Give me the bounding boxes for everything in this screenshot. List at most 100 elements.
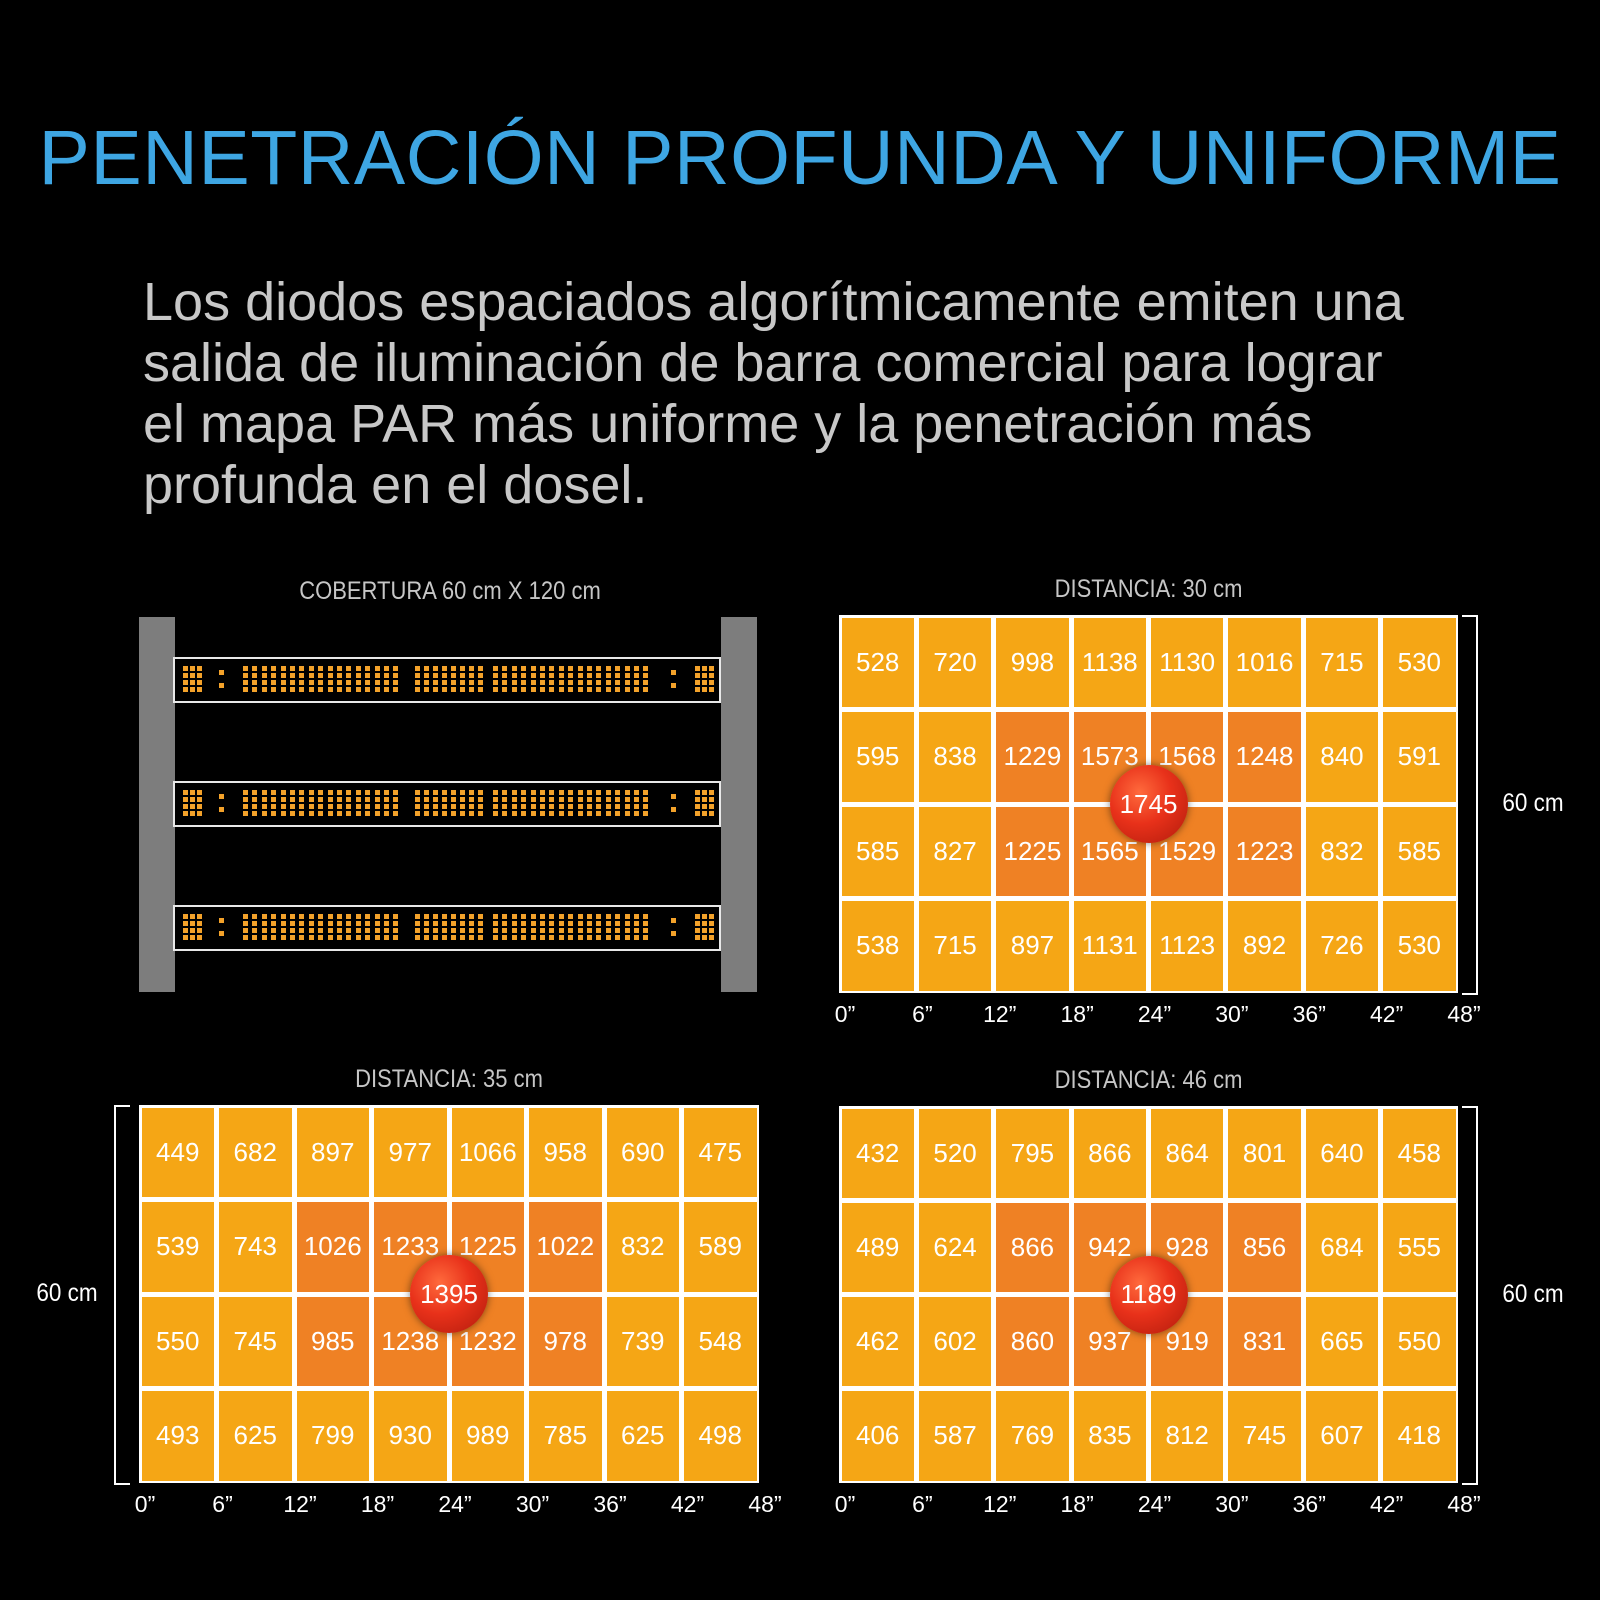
led-dot <box>634 666 639 671</box>
led-dot <box>568 921 574 926</box>
led-dot <box>577 921 583 926</box>
heatmap-cell: 625 <box>606 1391 679 1481</box>
led-dot <box>442 804 447 809</box>
led-dot <box>424 914 429 919</box>
led-dot <box>415 673 420 678</box>
led-dot <box>280 797 286 802</box>
led-dot <box>365 914 371 919</box>
led-dot <box>308 797 314 802</box>
heatmap-cell: 1138 <box>1073 617 1146 707</box>
led-dot <box>415 804 420 809</box>
led-dot <box>671 931 676 936</box>
led-dot <box>502 921 508 926</box>
led-dot <box>252 935 258 940</box>
heatmap-cell: 624 <box>918 1202 992 1292</box>
x-tick-label: 6” <box>912 1491 933 1517</box>
led-dot <box>460 804 465 809</box>
led-dot <box>337 935 342 940</box>
led-dot <box>252 673 258 678</box>
led-dot <box>337 666 342 671</box>
dimension-label: 60 cm <box>1502 1279 1564 1308</box>
led-dot <box>197 797 202 802</box>
led-dot <box>469 811 474 816</box>
led-dot <box>190 673 195 678</box>
led-dot <box>355 804 361 809</box>
led-dot <box>280 680 286 685</box>
heatmap-cell: 840 <box>1305 712 1379 802</box>
led-dot <box>299 935 305 940</box>
led-dot <box>587 928 592 933</box>
led-dot <box>695 811 700 816</box>
led-dot <box>424 935 429 940</box>
led-dot <box>299 914 305 919</box>
heatmap-cell: 799 <box>296 1391 369 1481</box>
led-dot <box>558 790 564 795</box>
x-tick-label: 6” <box>912 1001 933 1027</box>
heatmap-cell: 607 <box>1305 1391 1379 1481</box>
heatmap-cell: 835 <box>1073 1391 1146 1481</box>
led-dot <box>252 811 258 816</box>
heatmap-cell: 550 <box>141 1296 214 1386</box>
led-dot <box>271 914 277 919</box>
led-dot <box>605 935 611 940</box>
heatmap-cell: 665 <box>1305 1297 1379 1387</box>
led-dot <box>577 666 583 671</box>
led-dot <box>596 673 602 678</box>
led-dot <box>424 797 429 802</box>
heatmap-cell: 585 <box>841 806 914 896</box>
led-dot <box>493 804 498 809</box>
led-dot <box>384 928 389 933</box>
led-dot <box>709 666 714 671</box>
heatmap-cell: 625 <box>219 1391 292 1481</box>
led-dot <box>615 797 621 802</box>
led-dot <box>469 666 474 671</box>
led-dot <box>460 921 465 926</box>
led-dot <box>415 928 420 933</box>
led-dot <box>290 935 295 940</box>
led-dot <box>549 687 555 692</box>
heatmap-cell: 958 <box>529 1107 602 1197</box>
led-dot <box>511 928 517 933</box>
led-dot <box>521 797 527 802</box>
led-dot <box>308 666 314 671</box>
led-dot <box>451 935 456 940</box>
led-dot <box>271 797 277 802</box>
led-dot <box>596 928 602 933</box>
led-dot <box>290 790 295 795</box>
led-dot <box>568 790 574 795</box>
led-dot <box>299 928 305 933</box>
x-tick-label: 12” <box>283 1491 317 1517</box>
light-bar <box>173 657 721 703</box>
led-dot <box>624 666 630 671</box>
dimension-bracket <box>1462 615 1478 995</box>
led-dot <box>493 928 498 933</box>
led-dot <box>197 935 202 940</box>
led-dot <box>355 790 361 795</box>
led-dot <box>299 666 305 671</box>
led-dot <box>502 797 508 802</box>
led-dot <box>530 928 536 933</box>
led-dot <box>634 680 639 685</box>
heatmap-cell: 640 <box>1305 1108 1379 1198</box>
led-dot <box>540 914 545 919</box>
led-dot <box>643 673 649 678</box>
led-dot <box>424 666 429 671</box>
x-tick-label: 24” <box>438 1491 472 1517</box>
led-dot <box>261 687 267 692</box>
heatmap-cell: 897 <box>296 1107 369 1197</box>
x-tick-label: 6” <box>212 1491 233 1517</box>
heatmap-grid: 449 682 897 977 1066 958 690 475 539 743 1026 1233 1… <box>139 1105 759 1483</box>
led-dot <box>442 666 447 671</box>
led-dot <box>290 797 295 802</box>
led-dot <box>243 804 248 809</box>
heatmap-cell: 555 <box>1383 1202 1456 1292</box>
led-dot <box>280 914 286 919</box>
heatmap-cell: 587 <box>918 1391 992 1481</box>
led-dot <box>327 935 333 940</box>
led-dot <box>702 811 707 816</box>
dimension-label: 60 cm <box>36 1279 98 1307</box>
led-dot <box>327 797 333 802</box>
led-dot <box>327 811 333 816</box>
led-dot <box>280 673 286 678</box>
heatmap-cell: 795 <box>996 1108 1069 1198</box>
